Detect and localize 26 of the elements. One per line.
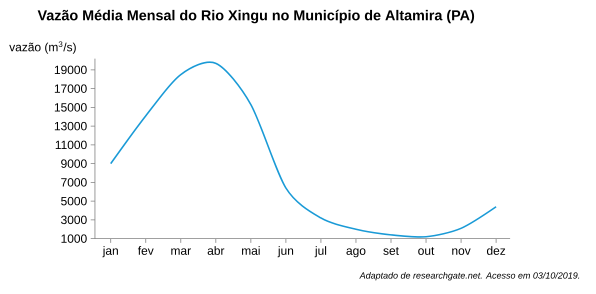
text: Adaptado de researchgate.net. Acesso em 03/10/2019. [359,272,580,280]
x-tick-label: mar [171,248,191,255]
x-tick-label: abr [208,246,224,255]
x-tick-label: mai [242,246,260,255]
x-tick-label: jan [102,246,118,258]
line-series [110,62,497,238]
x-tick-label: ago [346,248,366,258]
y-axis-title: vazão (m$^{3}$/s) [9,41,76,54]
y-tick-label: 9000 [61,159,87,168]
x-tick-label: set [383,247,399,255]
chart-title: Vazão Média Mensal do Rio Xingu no Município de Altamira (PA) [38,10,474,24]
x-tick-label: jul [314,246,326,258]
x-tick-label: jun [278,246,294,258]
y-tick-label: 13000 [54,122,87,130]
y-tick-label: 3000 [61,216,87,224]
y-tick-label: 1000 [61,234,87,243]
y-tick-label: 17000 [54,84,87,93]
y-tick-label: 11000 [56,140,87,150]
x-tick-label: nov [452,248,471,255]
y-tick-label: 7000 [61,178,87,187]
y-tick-label: 15000 [54,103,87,112]
y-tick-label: 19000 [54,66,87,74]
y-tick-label: 5000 [61,196,87,206]
x-tick-label: dez [486,246,506,255]
x-tick-label: out [418,247,434,255]
x-tick-label: fev [138,246,154,255]
